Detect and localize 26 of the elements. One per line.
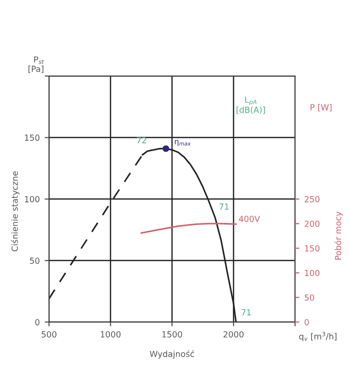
annotation: 71 xyxy=(219,204,229,210)
y-tick-label: 150 xyxy=(24,134,40,141)
x-tick-label: 2000 xyxy=(224,331,244,338)
text: P$_{st}$ [Pa] xyxy=(28,56,44,73)
y2-axis-title: Pobór mocy xyxy=(334,212,343,260)
text: q$_{v}$ [m$^{3}$/h] xyxy=(299,332,336,342)
annotation: L$_{pA}$ [dB(A)] xyxy=(236,96,265,114)
text: P [W] xyxy=(310,104,332,112)
y2-tick-label: 150 xyxy=(304,245,320,252)
y2-tick-label: 50 xyxy=(304,294,314,301)
y-tick-label: 0 xyxy=(35,319,40,326)
y2-tick-label: 100 xyxy=(304,270,320,276)
line-series xyxy=(140,222,237,234)
y-axis-title: Ciśnienie statyczne xyxy=(11,171,20,252)
x-tick-label: 1000 xyxy=(100,331,121,338)
x-axis-title: Wydajność xyxy=(150,350,194,359)
annotation: 71 xyxy=(242,309,251,316)
y2-tick-label: 0 xyxy=(304,319,309,326)
y2-tick-label: 250 xyxy=(304,196,320,202)
y2-tick-label: 200 xyxy=(304,220,320,227)
y-tick-label: 100 xyxy=(24,196,40,202)
annotation: 400V xyxy=(238,216,260,222)
annotation: 72 xyxy=(137,137,146,144)
x-tick-label: 500 xyxy=(42,331,56,338)
x-tick-label: 1500 xyxy=(162,331,182,338)
y-tick-label: 50 xyxy=(30,258,40,264)
